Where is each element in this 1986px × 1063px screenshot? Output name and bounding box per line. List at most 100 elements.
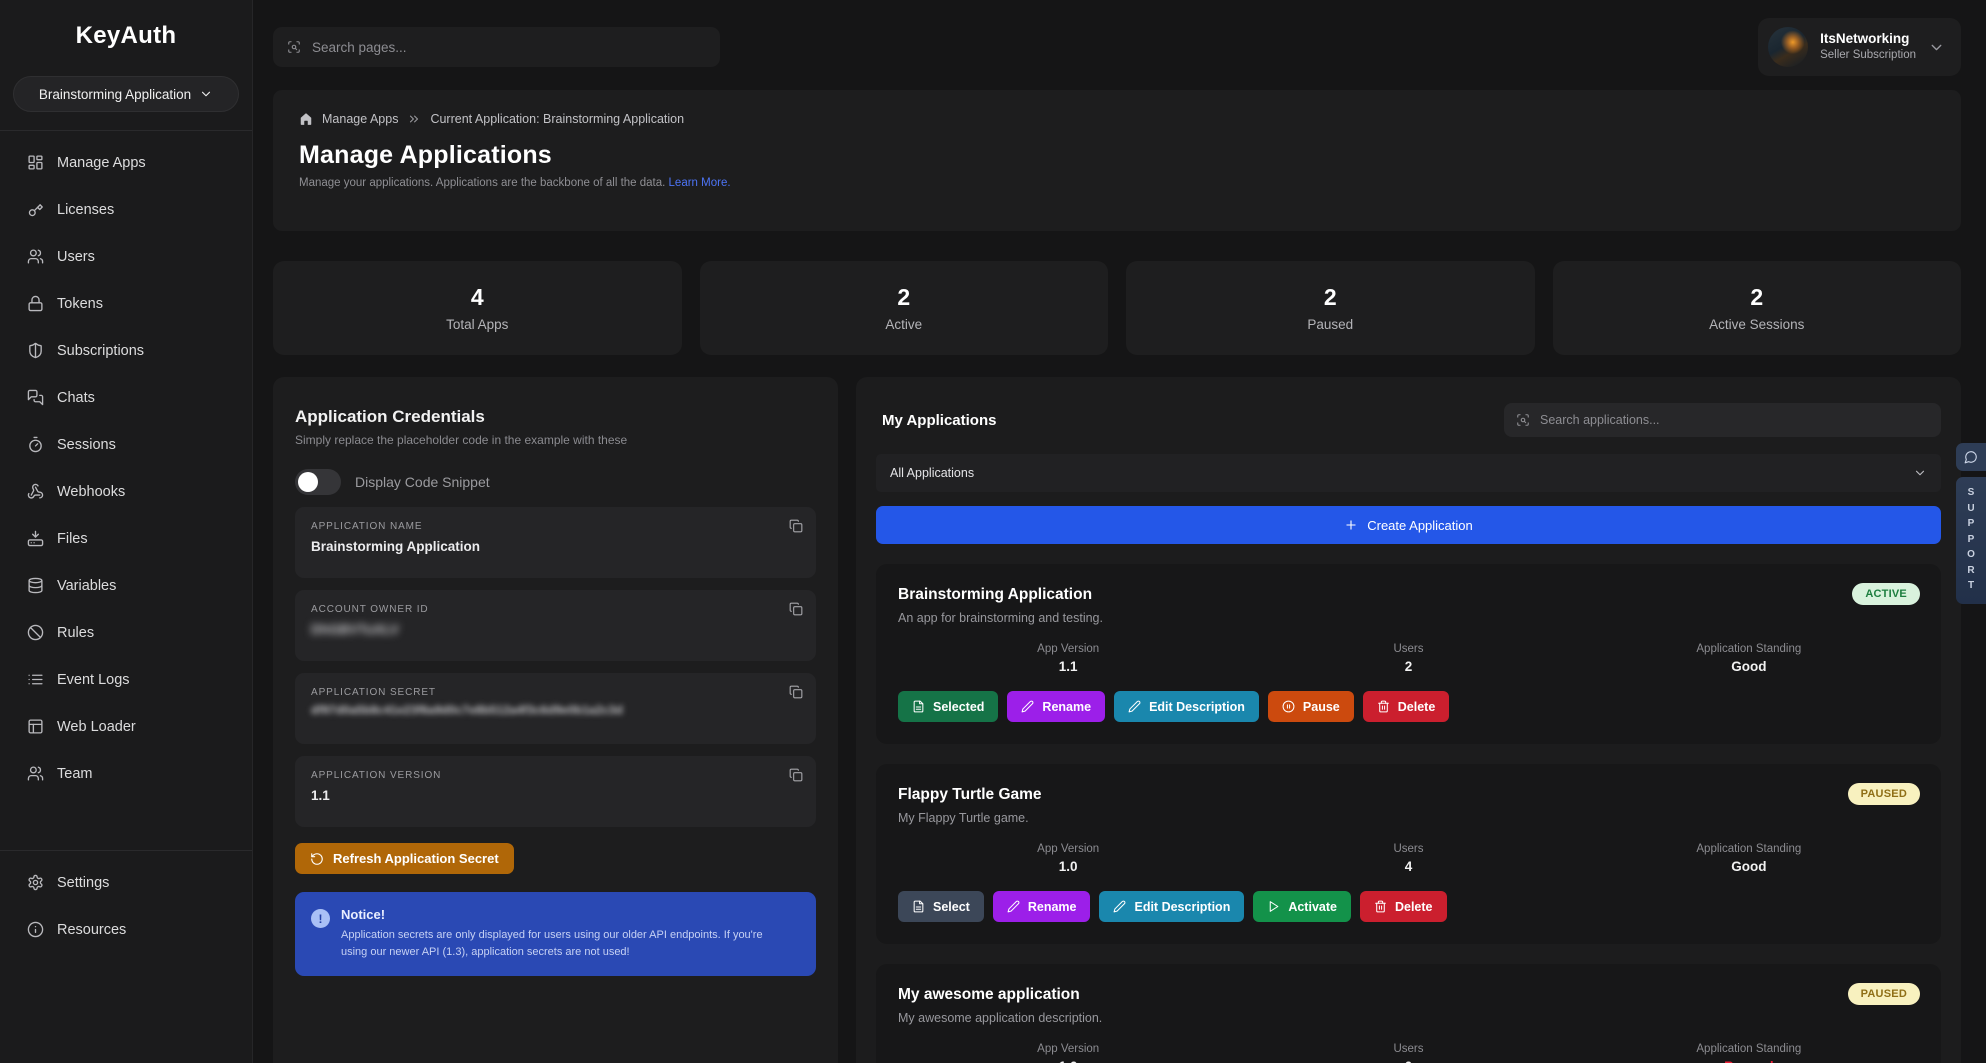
content-columns: Application Credentials Simply replace t… bbox=[273, 377, 1961, 1063]
stat-value: 1.1 bbox=[1058, 659, 1078, 674]
delete-button[interactable]: Delete bbox=[1362, 691, 1450, 722]
button-label: Pause bbox=[1302, 699, 1340, 714]
stat-label: Application Standing bbox=[1696, 643, 1802, 655]
activate-button[interactable]: Activate bbox=[1253, 891, 1351, 922]
edit-description-button[interactable]: Edit Description bbox=[1114, 691, 1259, 722]
toggle-knob bbox=[298, 472, 318, 492]
credential-value: 1.1 bbox=[311, 788, 330, 803]
credential-field-application-name: APPLICATION NAME Brainstorming Applicati… bbox=[295, 507, 816, 578]
breadcrumb-root[interactable]: Manage Apps bbox=[322, 112, 399, 126]
credential-value-masked: df97d0a5b8c41e23f6a9d0c7e8b512a4f3c6d9e0… bbox=[311, 705, 624, 717]
global-search[interactable] bbox=[273, 27, 720, 67]
button-label: Delete bbox=[1397, 699, 1436, 714]
app-card-my-awesome-application: PAUSED My awesome application My awesome… bbox=[876, 964, 1941, 1063]
download-tray-icon bbox=[27, 530, 44, 547]
credential-value: Brainstorming Application bbox=[311, 539, 481, 554]
sidebar-item-sessions[interactable]: Sessions bbox=[0, 421, 252, 468]
display-code-snippet-toggle[interactable] bbox=[295, 469, 341, 495]
file-icon bbox=[913, 700, 924, 713]
search-input[interactable] bbox=[312, 39, 706, 55]
support-tab-label[interactable]: S U P P O R T bbox=[1956, 477, 1986, 604]
play-icon bbox=[1270, 901, 1279, 912]
support-letter: O bbox=[1967, 549, 1975, 560]
app-card-name: Brainstorming Application bbox=[898, 586, 1093, 603]
app-card-actions: Select Rename Edit Description Acti bbox=[898, 891, 1919, 922]
chat-bubble-icon[interactable] bbox=[1956, 443, 1986, 471]
chevrons-right-icon bbox=[407, 112, 421, 126]
create-application-button[interactable]: Create Application bbox=[876, 506, 1941, 544]
sidebar-item-label: Webhooks bbox=[57, 483, 126, 500]
selected-button[interactable]: Selected bbox=[898, 691, 999, 722]
sidebar-item-variables[interactable]: Variables bbox=[0, 562, 252, 609]
rename-button[interactable]: Rename bbox=[1007, 691, 1106, 722]
app-card-stats: App Version 1.0 Users 4 Application Stan… bbox=[898, 843, 1919, 874]
sidebar-item-label: Sessions bbox=[57, 436, 116, 453]
sidebar-item-label: Licenses bbox=[57, 201, 115, 218]
sidebar-item-files[interactable]: Files bbox=[0, 515, 252, 562]
page-header-panel: Manage Apps Current Application: Brainst… bbox=[273, 90, 1961, 231]
edit-description-button[interactable]: Edit Description bbox=[1099, 891, 1245, 922]
applications-search-input[interactable] bbox=[1540, 413, 1929, 427]
sidebar-item-users[interactable]: Users bbox=[0, 233, 252, 280]
status-badge: PAUSED bbox=[1847, 983, 1920, 1005]
stat-value: Good bbox=[1731, 659, 1767, 674]
credential-label: APPLICATION VERSION bbox=[311, 770, 442, 781]
sidebar-item-resources[interactable]: Resources bbox=[0, 906, 252, 953]
home-icon[interactable] bbox=[299, 112, 313, 126]
pause-button[interactable]: Pause bbox=[1267, 691, 1354, 722]
trash-icon bbox=[1375, 900, 1386, 913]
stat-card-active: 2 Active bbox=[699, 261, 1108, 355]
sidebar-item-subscriptions[interactable]: Subscriptions bbox=[0, 327, 252, 374]
toggle-label: Display Code Snippet bbox=[355, 474, 490, 490]
sidebar-item-webhooks[interactable]: Webhooks bbox=[0, 468, 252, 515]
copy-icon[interactable] bbox=[789, 519, 803, 533]
stat-card-active-sessions: 2 Active Sessions bbox=[1552, 261, 1961, 355]
sidebar-nav: Manage Apps Licenses Users Tokens Subscr… bbox=[0, 139, 252, 842]
sidebar-item-tokens[interactable]: Tokens bbox=[0, 280, 252, 327]
stat-card-paused: 2 Paused bbox=[1126, 261, 1535, 355]
pause-circle-icon bbox=[1282, 700, 1295, 713]
sidebar-item-team[interactable]: Team bbox=[0, 750, 252, 797]
sidebar-item-web-loader[interactable]: Web Loader bbox=[0, 703, 252, 750]
delete-button[interactable]: Delete bbox=[1359, 891, 1447, 922]
select-button[interactable]: Select bbox=[898, 891, 984, 922]
avatar bbox=[1768, 27, 1809, 67]
sidebar-item-rules[interactable]: Rules bbox=[0, 609, 252, 656]
sidebar-item-manage-apps[interactable]: Manage Apps bbox=[0, 139, 252, 186]
credentials-subtitle: Simply replace the placeholder code in t… bbox=[295, 433, 628, 447]
refresh-application-secret-button[interactable]: Refresh Application Secret bbox=[295, 843, 514, 874]
stat-label: Users bbox=[1393, 1043, 1424, 1055]
user-menu[interactable]: ItsNetworking Seller Subscription bbox=[1758, 18, 1961, 76]
sidebar-item-chats[interactable]: Chats bbox=[0, 374, 252, 421]
stat-label: App Version bbox=[1037, 643, 1100, 655]
sidebar-item-label: Chats bbox=[57, 389, 95, 406]
application-selector-dropdown[interactable]: Brainstorming Application bbox=[13, 76, 239, 112]
sidebar-item-settings[interactable]: Settings bbox=[0, 859, 252, 906]
list-icon bbox=[28, 674, 43, 685]
credential-field-application-secret: APPLICATION SECRET df97d0a5b8c41e23f6a9d… bbox=[295, 673, 816, 744]
button-label: Select bbox=[933, 899, 970, 914]
applications-filter-select[interactable]: All Applications bbox=[876, 454, 1941, 492]
app-card-description: My awesome application description. bbox=[898, 1011, 1103, 1025]
app-version-stat: App Version 1.0 bbox=[898, 843, 1238, 874]
stat-value: Good bbox=[1731, 859, 1767, 874]
users-stat: Users 4 bbox=[1238, 843, 1578, 874]
chevron-down-icon bbox=[202, 91, 211, 97]
learn-more-link[interactable]: Learn More. bbox=[668, 177, 731, 189]
applications-search[interactable] bbox=[1504, 403, 1941, 437]
rename-button[interactable]: Rename bbox=[992, 891, 1091, 922]
button-label: Activate bbox=[1288, 899, 1337, 914]
sidebar-item-event-logs[interactable]: Event Logs bbox=[0, 656, 252, 703]
support-letter: U bbox=[1967, 502, 1975, 514]
copy-icon[interactable] bbox=[789, 602, 803, 616]
stat-label: Users bbox=[1393, 843, 1424, 855]
sidebar-item-label: Rules bbox=[57, 624, 95, 641]
support-letter: P bbox=[1967, 533, 1975, 545]
app-card-stats: App Version 1.0 Users 0 Application Stan… bbox=[898, 1043, 1919, 1063]
sidebar-item-label: Event Logs bbox=[57, 671, 130, 688]
status-badge: PAUSED bbox=[1847, 783, 1920, 805]
copy-icon[interactable] bbox=[789, 685, 803, 699]
sidebar-item-licenses[interactable]: Licenses bbox=[0, 186, 252, 233]
support-letter: T bbox=[1967, 580, 1975, 591]
copy-icon[interactable] bbox=[789, 768, 803, 782]
